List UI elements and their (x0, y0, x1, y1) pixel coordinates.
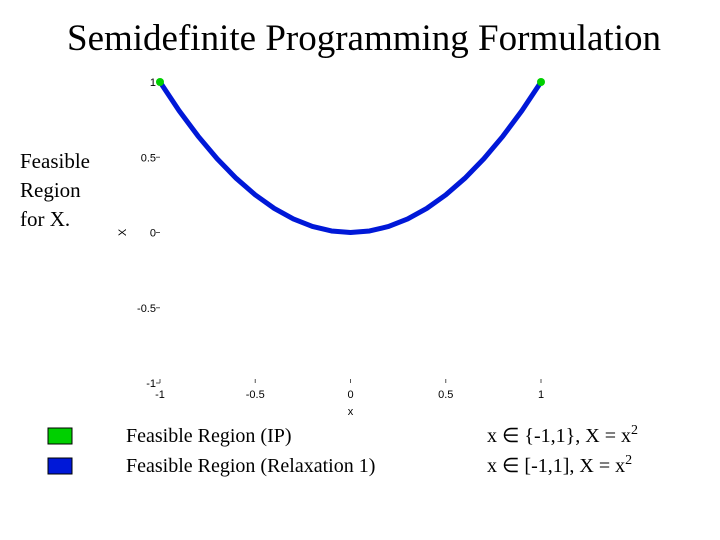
title: Semidefinite Programming Formulation (67, 18, 661, 59)
x-axis-label: x (348, 406, 354, 418)
legend-swatch (47, 427, 73, 445)
y-tick-label: 0.5 (141, 152, 156, 164)
side-label: for X. (20, 207, 70, 231)
x-tick-label: -1 (155, 389, 165, 401)
annotation: x ∈ [-1,1], X = x2 (487, 453, 632, 477)
annotation-sup: 2 (625, 453, 632, 468)
point (156, 78, 164, 86)
annotation-text: x ∈ {-1,1}, X = x (487, 425, 631, 447)
side-label: Region (20, 178, 81, 202)
point (537, 78, 545, 86)
y-tick-label: 1 (150, 77, 156, 89)
y-tick-label: -1 (146, 378, 156, 390)
annotation-text: x ∈ [-1,1], X = x (487, 455, 625, 477)
legend-label: Feasible Region (IP) (126, 425, 292, 447)
x-tick-label: 1 (538, 389, 544, 401)
side-label: Feasible (20, 149, 90, 173)
y-tick-label: -0.5 (137, 303, 156, 315)
legend-label: Feasible Region (Relaxation 1) (126, 455, 375, 477)
annotation-sup: 2 (631, 423, 638, 438)
x-tick-label: 0 (347, 389, 353, 401)
curve (157, 79, 544, 235)
legend-swatch (47, 457, 73, 475)
y-tick-label: 0 (150, 228, 156, 240)
annotation: x ∈ {-1,1}, X = x2 (487, 423, 638, 447)
y-axis-label: X (117, 228, 129, 236)
x-tick-label: 0.5 (438, 389, 453, 401)
x-tick-label: -0.5 (246, 389, 265, 401)
